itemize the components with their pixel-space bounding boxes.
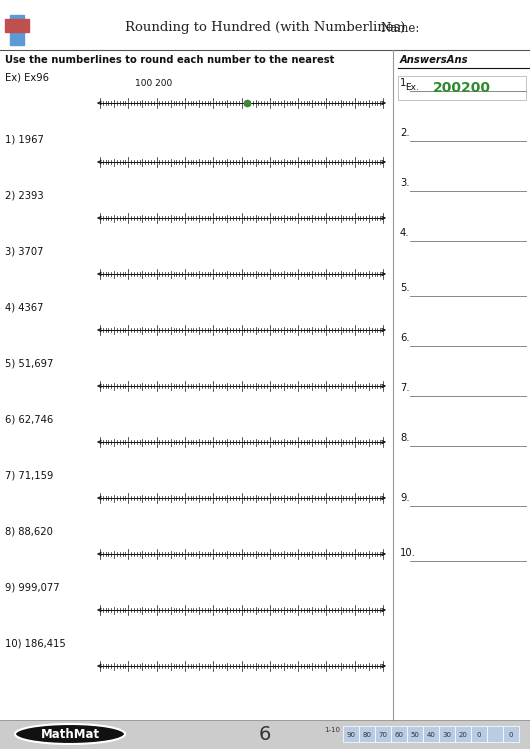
Bar: [423, 726, 439, 742]
Text: 7) 71,159: 7) 71,159: [5, 471, 54, 481]
Bar: [10, 15, 24, 45]
Bar: [359, 726, 375, 742]
Text: 2.: 2.: [400, 128, 410, 138]
Bar: [391, 726, 407, 742]
Bar: [487, 726, 503, 742]
Text: 6: 6: [259, 724, 271, 744]
Text: 8.: 8.: [400, 433, 410, 443]
Bar: [503, 726, 519, 742]
Text: 4) 4367: 4) 4367: [5, 303, 43, 313]
Text: 30: 30: [443, 732, 452, 738]
Bar: [375, 726, 391, 742]
Bar: [5, 19, 29, 32]
Text: 0: 0: [509, 732, 513, 738]
Text: 3.: 3.: [400, 178, 410, 188]
Text: 70: 70: [378, 732, 387, 738]
Text: 200200: 200200: [433, 81, 491, 95]
Bar: [455, 726, 471, 742]
Text: 0: 0: [477, 732, 481, 738]
Text: Ex.: Ex.: [405, 83, 419, 92]
Text: 50: 50: [411, 732, 419, 738]
Text: Ex) Ex96: Ex) Ex96: [5, 73, 49, 83]
Bar: [471, 726, 487, 742]
Bar: [343, 726, 359, 742]
Bar: [407, 726, 423, 742]
Text: 80: 80: [363, 732, 372, 738]
Text: MathMat: MathMat: [40, 727, 100, 741]
Text: 4.: 4.: [400, 228, 410, 238]
Text: 90: 90: [347, 732, 356, 738]
Text: 10.: 10.: [400, 548, 416, 558]
Text: 1) 1967: 1) 1967: [5, 135, 44, 145]
Text: Rounding to Hundred (with Numberlines): Rounding to Hundred (with Numberlines): [125, 22, 405, 34]
Ellipse shape: [15, 724, 125, 744]
Text: 5.: 5.: [400, 283, 410, 293]
Text: 2) 2393: 2) 2393: [5, 191, 43, 201]
Bar: [0, 720, 530, 749]
Text: 100 200: 100 200: [135, 79, 172, 88]
Text: 6) 62,746: 6) 62,746: [5, 415, 53, 425]
Text: 60: 60: [394, 732, 403, 738]
Text: 7.: 7.: [400, 383, 410, 393]
Bar: [398, 76, 526, 100]
Text: Use the numberlines to round each number to the nearest: Use the numberlines to round each number…: [5, 55, 334, 65]
Text: 1-10: 1-10: [324, 727, 340, 733]
Text: 8) 88,620: 8) 88,620: [5, 527, 53, 537]
Text: 40: 40: [427, 732, 436, 738]
Text: 10) 186,415: 10) 186,415: [5, 639, 66, 649]
Text: 3) 3707: 3) 3707: [5, 247, 43, 257]
Text: 1.: 1.: [400, 78, 410, 88]
Text: 5) 51,697: 5) 51,697: [5, 359, 54, 369]
Text: Name:: Name:: [380, 22, 419, 34]
Bar: [439, 726, 455, 742]
Text: 9.: 9.: [400, 493, 410, 503]
Text: 9) 999,077: 9) 999,077: [5, 583, 59, 593]
Text: 6.: 6.: [400, 333, 410, 343]
Text: 20: 20: [458, 732, 467, 738]
Text: AnswersAns: AnswersAns: [400, 55, 469, 65]
